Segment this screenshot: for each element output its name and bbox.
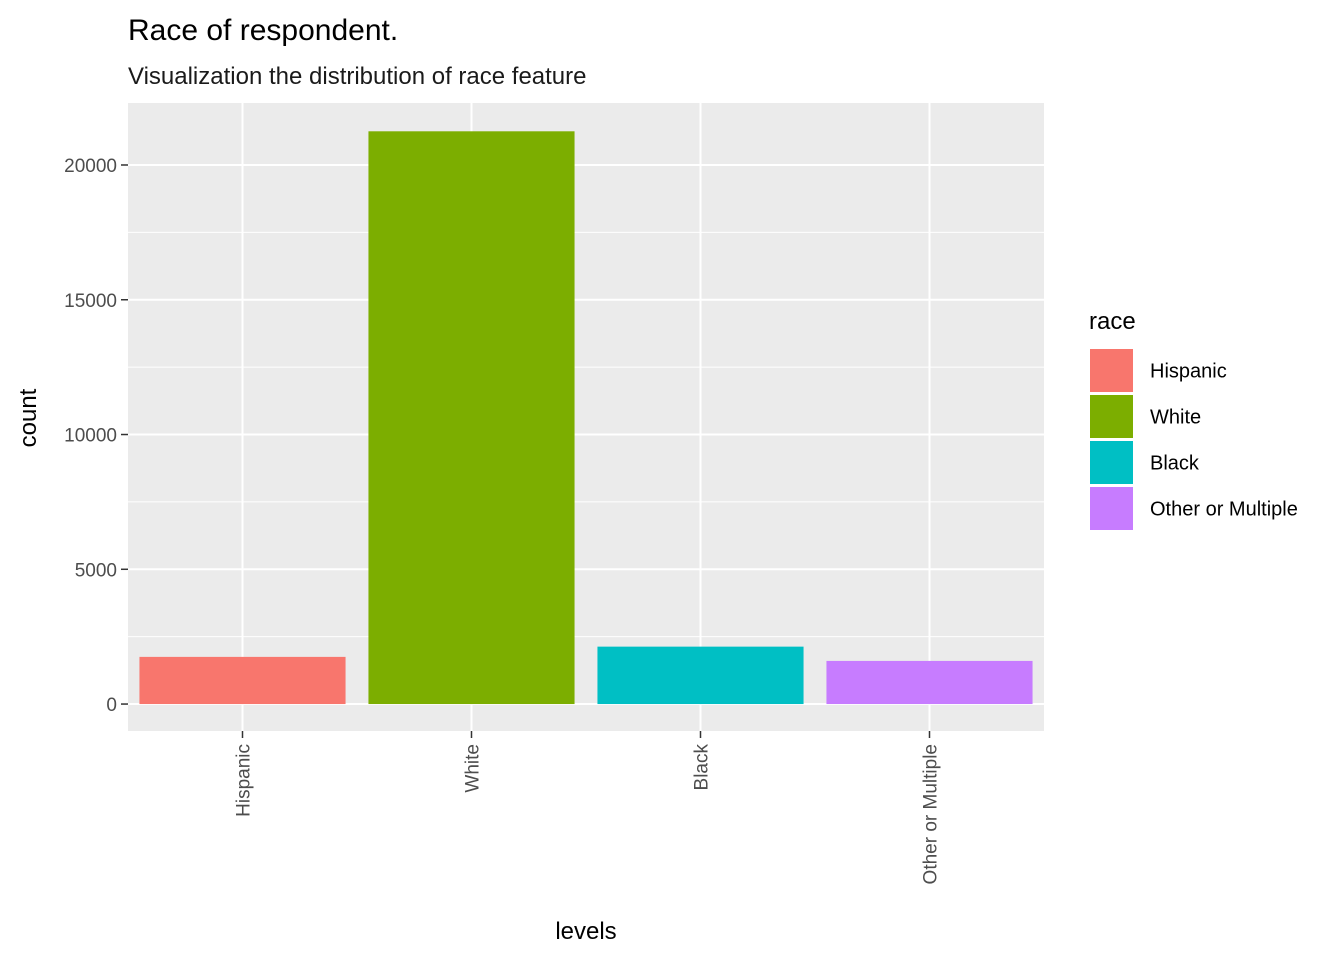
legend-key-other-or-multiple [1088,485,1135,532]
legend-label: White [1150,407,1201,429]
legend-label: Hispanic [1150,361,1227,383]
legend-key-hispanic [1088,347,1135,394]
y-tick-label: 0 [106,695,117,716]
x-axis-title: levels [555,918,616,945]
legend-items: Hispanic White Black Other or Multiple [1088,347,1298,532]
y-axis-ticks: 0 5000 10000 15000 20000 [64,156,128,716]
x-tick-label: Black [692,744,713,791]
bar-hispanic [139,656,346,705]
legend-label: Black [1150,453,1200,475]
legend-key-black [1088,439,1135,486]
chart-subtitle: Visualization the distribution of race f… [128,63,587,90]
legend-key-white [1088,393,1135,440]
legend-title: race [1089,308,1136,335]
bar-white [368,131,575,705]
minor-gridlines [128,231,1044,638]
bars [139,131,1033,705]
y-tick-label: 20000 [64,156,117,177]
x-axis-ticks: Hispanic White Black Other or Multiple [234,731,942,884]
y-tick-label: 15000 [64,291,117,312]
y-tick-label: 5000 [75,560,117,581]
x-tick-label: White [463,744,484,793]
legend-label: Other or Multiple [1150,499,1298,521]
bar-other-or-multiple [826,660,1033,705]
x-tick-label: Other or Multiple [921,744,942,884]
plot-panel [128,103,1044,731]
chart-title: Race of respondent. [128,14,398,47]
x-tick-label: Hispanic [234,744,255,817]
y-tick-label: 10000 [64,426,117,447]
bar-black [597,646,804,705]
legend: race Hispanic White Black Other or Multiple [1088,308,1298,532]
y-axis-title: count [15,388,42,447]
